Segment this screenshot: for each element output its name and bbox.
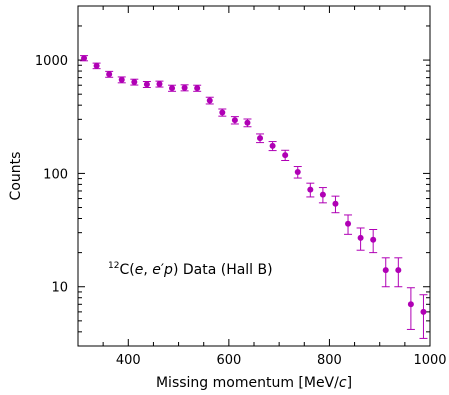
data-marker xyxy=(395,267,402,274)
data-point xyxy=(205,96,214,105)
data-point xyxy=(130,78,139,86)
y-tick-label: 10 xyxy=(51,281,68,296)
data-marker xyxy=(93,62,100,69)
data-points xyxy=(80,55,428,339)
annotation-comma: , xyxy=(143,262,152,278)
data-marker xyxy=(169,85,176,92)
x-tick-label: 800 xyxy=(317,353,342,368)
data-marker xyxy=(156,81,163,88)
data-point xyxy=(381,257,390,288)
data-marker xyxy=(143,81,150,88)
data-marker xyxy=(420,308,427,315)
data-marker xyxy=(106,71,113,78)
data-marker xyxy=(282,152,289,159)
data-point xyxy=(369,228,378,254)
data-marker xyxy=(345,220,352,227)
data-point xyxy=(406,287,415,330)
data-marker xyxy=(206,97,213,104)
x-axis-title-italic: c xyxy=(339,375,347,391)
annotation-suffix: ) Data (Hall B) xyxy=(173,262,273,278)
data-point xyxy=(92,62,101,70)
data-point xyxy=(142,81,151,88)
data-point xyxy=(281,149,290,161)
data-point xyxy=(80,55,89,62)
data-marker xyxy=(332,200,339,207)
y-axis-title: Counts xyxy=(8,152,24,201)
data-marker xyxy=(357,234,364,241)
data-point xyxy=(193,84,202,92)
data-point xyxy=(394,257,403,288)
y-tick-label: 1000 xyxy=(35,54,68,69)
data-point xyxy=(218,108,227,117)
x-tick-label: 1000 xyxy=(413,353,446,368)
data-point xyxy=(256,133,265,144)
data-point xyxy=(356,227,365,251)
y-tick-labels: 10 100 1000 xyxy=(35,54,68,296)
x-tick-label: 600 xyxy=(216,353,241,368)
annotation-e1: e xyxy=(135,262,144,278)
data-marker xyxy=(244,119,251,126)
x-tick-label: 400 xyxy=(116,353,141,368)
minor-ticks xyxy=(77,5,430,347)
data-point xyxy=(293,166,302,179)
data-point xyxy=(230,116,239,125)
annotation-e2: e xyxy=(152,262,161,278)
data-marker xyxy=(407,301,414,308)
major-ticks xyxy=(78,6,431,346)
annotation-prefix: C( xyxy=(119,262,134,278)
data-marker xyxy=(131,79,138,86)
data-point xyxy=(180,84,189,92)
annotation-prime: ′ xyxy=(161,262,164,278)
data-marker xyxy=(382,267,389,274)
data-point xyxy=(117,76,126,84)
data-point xyxy=(155,80,164,88)
data-point xyxy=(344,214,353,235)
annotation-superscript: 12 xyxy=(108,261,119,271)
data-marker xyxy=(269,142,276,149)
data-point xyxy=(268,141,277,152)
data-marker xyxy=(370,236,377,243)
data-point xyxy=(243,118,252,128)
data-marker xyxy=(294,168,301,175)
data-marker xyxy=(319,191,326,198)
data-point xyxy=(105,70,114,78)
x-tick-labels: 400 600 800 1000 xyxy=(116,353,447,368)
data-point xyxy=(331,195,340,214)
annotation-p: p xyxy=(163,262,173,278)
data-marker xyxy=(307,186,314,193)
data-point xyxy=(419,294,428,339)
x-axis-title-end: ] xyxy=(347,375,352,391)
data-point xyxy=(168,84,177,92)
data-marker xyxy=(81,55,88,62)
annotation-text: 12C(e, e′p) Data (Hall B) xyxy=(108,261,273,278)
data-marker xyxy=(231,117,238,124)
data-marker xyxy=(194,85,201,92)
data-marker xyxy=(219,109,226,116)
data-marker xyxy=(118,76,125,83)
data-marker xyxy=(257,135,264,142)
x-axis-title-main: Missing momentum [MeV/ xyxy=(156,375,339,391)
data-point xyxy=(306,182,315,198)
y-tick-label: 100 xyxy=(43,167,68,182)
data-marker xyxy=(181,84,188,91)
x-axis-title: Missing momentum [MeV/c] xyxy=(156,375,352,391)
plot-frame xyxy=(77,5,431,347)
data-point xyxy=(318,187,327,204)
